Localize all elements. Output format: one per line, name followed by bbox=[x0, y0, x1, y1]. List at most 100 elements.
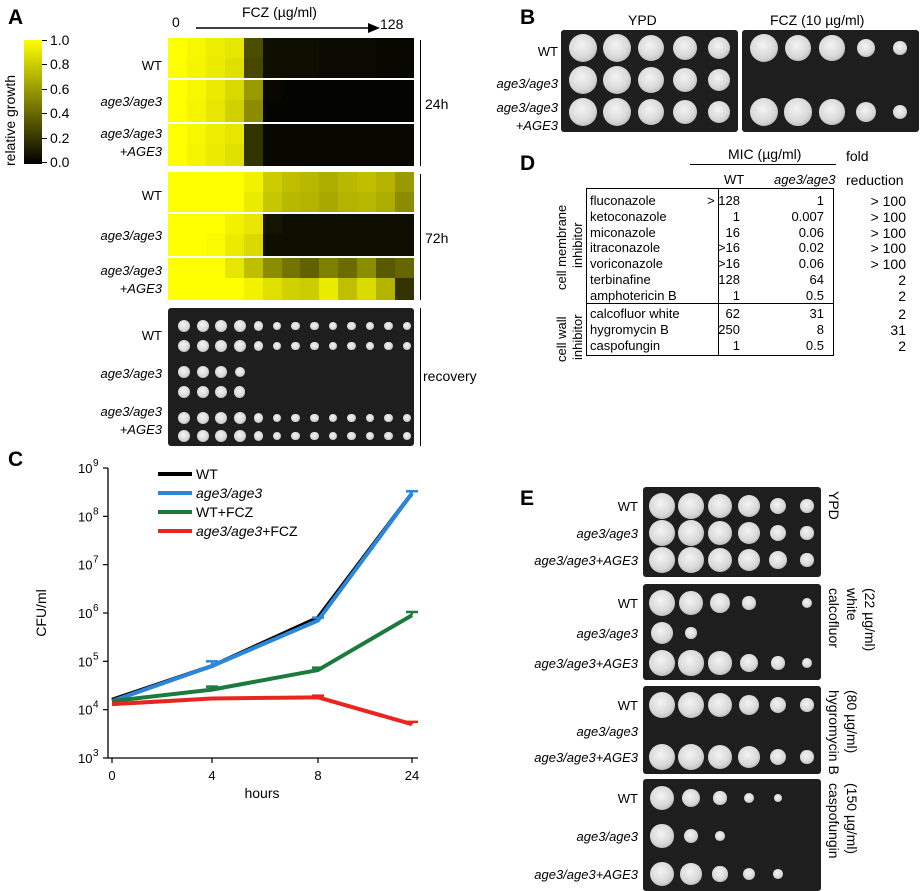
x-axis-label: hours bbox=[244, 785, 279, 800]
colorbar-tick-label: 0.4 bbox=[50, 105, 70, 122]
heat-cell bbox=[300, 214, 320, 234]
label-recovery: recovery bbox=[423, 368, 477, 384]
e-strain-mut: age3/age3 bbox=[576, 724, 638, 739]
colony-spot bbox=[178, 340, 190, 352]
colony-spot bbox=[603, 34, 631, 62]
fcz-min-label: 0 bbox=[172, 14, 180, 30]
heat-cell bbox=[168, 214, 188, 234]
heat-cell bbox=[300, 100, 320, 122]
colony-spot bbox=[743, 792, 755, 804]
colony-spot bbox=[707, 520, 733, 546]
colorbar-tick bbox=[42, 88, 47, 90]
heat-cell bbox=[376, 258, 396, 278]
y-tick-exponent: 6 bbox=[93, 603, 99, 614]
heat-cell bbox=[168, 58, 188, 78]
colony-spot bbox=[678, 590, 704, 616]
colony-spot bbox=[708, 651, 732, 675]
colony-spot bbox=[892, 104, 908, 120]
colorbar-tick-label: 0.8 bbox=[50, 56, 70, 73]
colony-spot bbox=[769, 497, 787, 515]
colony-spot bbox=[801, 657, 813, 669]
e-strain-comp-b: +AGE3 bbox=[595, 553, 638, 568]
colony-spot bbox=[685, 627, 697, 639]
heat-cell bbox=[243, 214, 264, 234]
d-fold-1: fold bbox=[846, 148, 869, 164]
d-wt-mic: 1 bbox=[732, 337, 740, 353]
d-wt-mic: 62 bbox=[725, 306, 740, 321]
heat-cell bbox=[338, 100, 358, 122]
e-strain-comp: age3/age3+AGE3 bbox=[480, 867, 638, 882]
colony-spot bbox=[649, 547, 675, 573]
heat-cell bbox=[243, 58, 264, 78]
heat-cell bbox=[243, 258, 264, 278]
heat-cell bbox=[376, 80, 396, 100]
colony-spot bbox=[272, 341, 282, 351]
colony-spot bbox=[678, 692, 704, 718]
colorbar-label: relative growth bbox=[2, 74, 18, 166]
e-strain-mut: age3/age3 bbox=[576, 526, 638, 541]
heat-cell bbox=[186, 38, 207, 58]
colony-spot bbox=[649, 590, 675, 616]
legend-entry: WT bbox=[196, 466, 218, 482]
colony-spot bbox=[272, 321, 282, 331]
colony-spot bbox=[403, 341, 412, 351]
d-drug-name: itraconazole bbox=[590, 240, 661, 256]
e-plate-inner bbox=[643, 584, 821, 680]
d-fold: > 100 bbox=[870, 208, 906, 225]
colony-spot bbox=[215, 430, 228, 442]
heat-cell bbox=[376, 38, 396, 58]
colony-spot bbox=[737, 548, 761, 572]
colony-spot bbox=[649, 785, 675, 811]
heat-cell bbox=[281, 38, 301, 58]
heat-cell bbox=[262, 172, 283, 192]
heat-cell bbox=[376, 214, 396, 234]
x-tick-label: 8 bbox=[314, 768, 321, 783]
d-group2-1: cell wall bbox=[554, 316, 569, 362]
heat-cell bbox=[357, 124, 377, 144]
panel-c-letter: C bbox=[8, 448, 24, 471]
heat-cell bbox=[262, 278, 283, 300]
y-tick-exponent: 4 bbox=[93, 700, 99, 711]
heat-cell bbox=[319, 192, 339, 212]
heat-cell bbox=[319, 172, 339, 192]
panel-d-letter: D bbox=[520, 152, 536, 175]
colony-spot bbox=[683, 828, 699, 844]
colorbar-tick bbox=[42, 137, 47, 139]
b-comp1: age3/age3 bbox=[496, 100, 558, 115]
a-rec-mut: age3/age3 bbox=[100, 366, 162, 381]
colony-spot bbox=[403, 413, 412, 423]
heat-cell bbox=[319, 144, 339, 166]
series-line bbox=[111, 613, 414, 704]
heat-cell bbox=[376, 144, 396, 166]
heat-cell bbox=[186, 144, 207, 166]
heat-cell bbox=[186, 172, 207, 192]
colony-spot bbox=[178, 412, 190, 424]
colony-spot bbox=[196, 340, 209, 352]
heat-cell bbox=[243, 80, 264, 100]
colorbar-tick-label: 0.2 bbox=[50, 129, 70, 146]
heat-cell bbox=[224, 124, 245, 144]
colony-spot bbox=[234, 366, 246, 378]
heat-cell bbox=[186, 58, 207, 78]
d-mic-underline bbox=[690, 164, 836, 165]
colony-spot bbox=[678, 650, 704, 676]
colony-spot bbox=[328, 321, 338, 331]
colony-spot bbox=[715, 831, 725, 841]
heat-cell bbox=[395, 214, 415, 234]
colony-spot bbox=[365, 431, 375, 441]
d-group1-1: cell membrane bbox=[554, 204, 569, 290]
colony-spot bbox=[365, 413, 375, 423]
heat-cell bbox=[376, 58, 396, 78]
heat-cell bbox=[281, 214, 301, 234]
heat-cell bbox=[262, 58, 283, 78]
d-fold: 2 bbox=[898, 306, 906, 322]
d-drug-name: voriconazole bbox=[590, 256, 663, 272]
y-tick-exponent: 9 bbox=[93, 458, 99, 469]
heat-cell bbox=[262, 258, 283, 278]
e-condition-label: (150 µg/ml) bbox=[844, 783, 860, 855]
b-header-fcz: FCZ (10 µg/ml) bbox=[770, 12, 865, 28]
y-axis-label: CFU/ml bbox=[33, 589, 49, 636]
heat-cell bbox=[338, 172, 358, 192]
d-col-mut: age3/age3 bbox=[774, 172, 836, 187]
e-condition-label: YPD bbox=[826, 491, 842, 520]
